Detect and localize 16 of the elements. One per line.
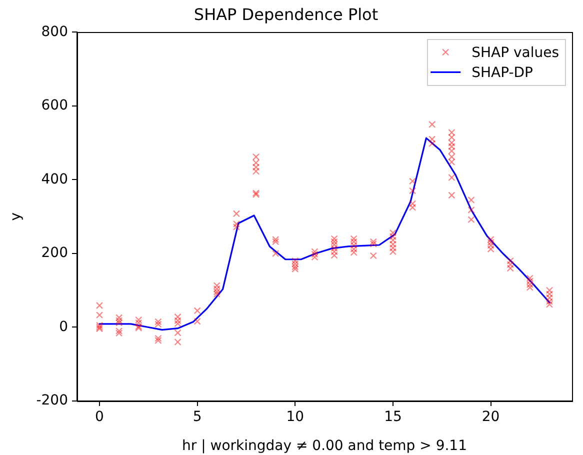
x-tick-label: 20 xyxy=(482,409,500,426)
x-tick-label: 0 xyxy=(95,409,104,426)
legend-label: SHAP values xyxy=(472,44,560,61)
y-tick-label: 0 xyxy=(59,318,68,335)
y-tick-label: -200 xyxy=(36,392,68,409)
x-tick-label: 10 xyxy=(286,409,304,426)
y-tick-label: 400 xyxy=(41,171,68,188)
x-tick-label: 15 xyxy=(384,409,402,426)
legend-label: SHAP-DP xyxy=(472,64,533,81)
y-tick-label: 200 xyxy=(41,245,68,262)
chart-title: SHAP Dependence Plot xyxy=(194,4,378,24)
x-axis-title: hr | workingday ≠ 0.00 and temp > 9.11 xyxy=(182,438,467,454)
y-axis-title: y xyxy=(8,212,24,221)
x-tick-label: 5 xyxy=(192,409,202,426)
y-tick-label: 600 xyxy=(41,98,68,114)
y-tick-label: 800 xyxy=(41,24,68,40)
